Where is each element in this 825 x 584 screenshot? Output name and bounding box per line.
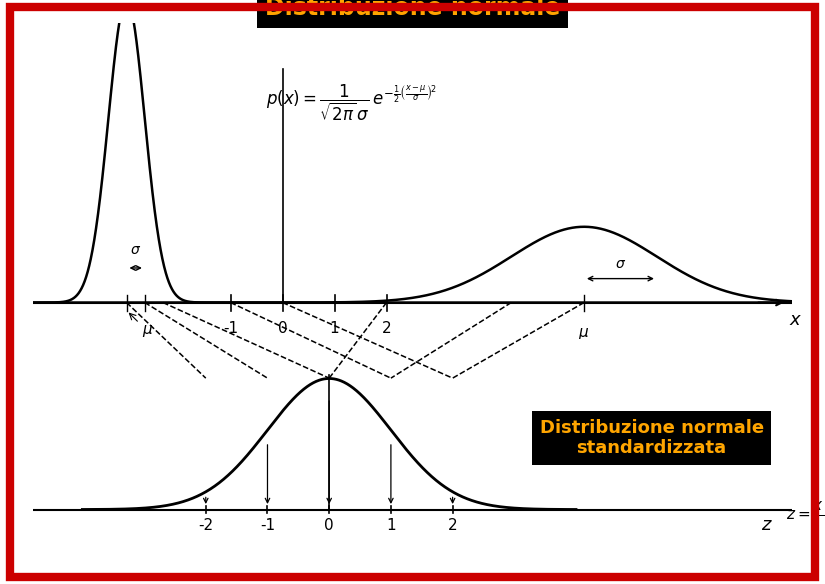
Text: Distribuzione normale
standardizzata: Distribuzione normale standardizzata — [540, 419, 764, 457]
Text: Distribuzione normale: Distribuzione normale — [265, 0, 560, 20]
Text: $p(x) = \dfrac{1}{\sqrt{2\pi}\,\sigma}\,e^{-\frac{1}{2}\left(\frac{x-\mu}{\sigma: $p(x) = \dfrac{1}{\sqrt{2\pi}\,\sigma}\,… — [266, 82, 437, 123]
Text: $\mu$: $\mu$ — [578, 326, 590, 342]
Text: -2: -2 — [198, 518, 214, 533]
Text: z: z — [761, 516, 771, 534]
Text: $\sigma$: $\sigma$ — [130, 244, 141, 258]
Text: 2: 2 — [448, 518, 457, 533]
Text: 0: 0 — [324, 518, 334, 533]
Text: 1: 1 — [330, 321, 339, 336]
Text: -1: -1 — [223, 321, 238, 336]
Text: 1: 1 — [386, 518, 396, 533]
Text: $z = \dfrac{x-\mu}{\sigma}$: $z = \dfrac{x-\mu}{\sigma}$ — [786, 499, 825, 529]
Text: $\sigma$: $\sigma$ — [615, 256, 626, 270]
Text: x: x — [790, 311, 800, 329]
Text: $\mu$: $\mu$ — [130, 314, 153, 339]
Text: 0: 0 — [278, 321, 287, 336]
Text: -1: -1 — [260, 518, 275, 533]
Text: 2: 2 — [382, 321, 391, 336]
